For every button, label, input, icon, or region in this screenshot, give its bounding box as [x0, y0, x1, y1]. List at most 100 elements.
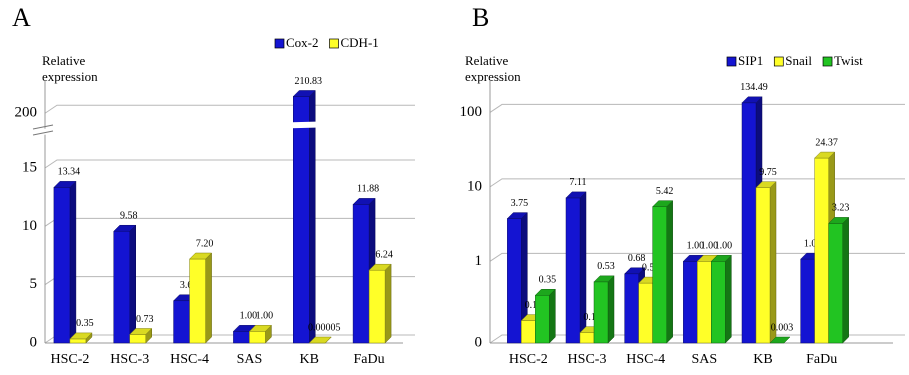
bar: [814, 157, 829, 344]
bar-side: [549, 288, 556, 344]
bar-side: [725, 254, 732, 344]
legend-label: CDH-1: [341, 35, 379, 50]
value-label: 13.34: [58, 167, 81, 178]
value-label: 24.37: [815, 137, 838, 148]
bar-top: [652, 200, 674, 207]
bar-side: [309, 89, 316, 344]
bar: [652, 206, 667, 344]
value-label: 0.68: [628, 253, 646, 264]
bar: [249, 331, 266, 344]
y-tick-label: 100: [460, 104, 483, 120]
bar-top: [741, 96, 763, 104]
x-tick-label: HSC-4: [626, 352, 665, 367]
value-label: 0.00005: [308, 322, 341, 333]
grid-line: [44, 159, 415, 169]
bar-top: [292, 90, 316, 97]
y-tick-label: 10: [22, 218, 37, 234]
legend-label: Snail: [785, 53, 812, 68]
bar-top: [368, 263, 392, 271]
x-tick-label: HSC-3: [568, 352, 607, 367]
bar: [113, 230, 130, 344]
x-tick-label: KB: [753, 352, 772, 367]
bar: [565, 197, 581, 344]
bar-top: [53, 181, 77, 188]
bar-top: [769, 336, 791, 344]
x-tick-label: FaDu: [806, 352, 837, 367]
value-label: 9.75: [759, 167, 777, 178]
y-tick-label: 0: [475, 334, 483, 350]
bar: [593, 281, 609, 344]
bar: [828, 223, 843, 344]
value-label: 9.58: [120, 211, 138, 222]
bar: [800, 258, 815, 344]
x-tick-label: HSC-2: [509, 352, 548, 367]
bar-top: [755, 181, 777, 188]
bar-side: [769, 181, 777, 344]
grid-line: [489, 178, 905, 188]
bar-side: [842, 216, 849, 344]
grid-line: [44, 104, 415, 114]
value-label: 0.35: [539, 275, 557, 286]
y-tick-label: 200: [15, 105, 38, 121]
y-axis-label: expression: [42, 69, 98, 84]
legend-label: Twist: [834, 53, 863, 68]
bar: [683, 261, 698, 344]
bar: [697, 261, 712, 344]
bar-top: [308, 336, 332, 344]
bar-side: [666, 200, 673, 344]
bar-top: [129, 328, 153, 335]
value-label: 210.83: [295, 76, 323, 87]
y-tick-label: 10: [467, 178, 482, 194]
bar: [624, 273, 639, 344]
value-label: 134.49: [740, 82, 768, 93]
value-label: 1.07: [804, 238, 822, 249]
axis-break-mark: [32, 130, 54, 136]
bar-side: [607, 275, 615, 344]
value-label: 0.51: [642, 262, 660, 273]
bar-side: [129, 224, 136, 344]
grid-line: [489, 103, 905, 113]
value-label: 6.24: [375, 249, 393, 260]
y-axis-label: expression: [465, 69, 521, 84]
bar: [352, 204, 370, 344]
bar-side: [69, 180, 77, 344]
legend-swatch: [329, 38, 339, 49]
legend-swatch: [822, 56, 833, 67]
x-tick-label: KB: [300, 352, 319, 367]
bar-top: [506, 212, 528, 219]
x-tick-label: HSC-4: [170, 352, 209, 367]
value-label: 3.75: [511, 198, 529, 209]
legend-swatch: [773, 56, 784, 67]
legend-label: Cox-2: [286, 35, 319, 50]
x-tick-label: FaDu: [354, 352, 385, 367]
y-tick-label: 5: [30, 276, 38, 292]
bar: [293, 96, 310, 344]
bar: [507, 218, 522, 344]
bar: [69, 338, 87, 344]
bar: [711, 261, 726, 344]
bar: [638, 282, 653, 344]
value-label: 11.88: [357, 184, 379, 195]
bar: [189, 258, 206, 344]
bar: [521, 320, 536, 344]
x-tick-label: SAS: [691, 352, 717, 367]
bar-side: [384, 263, 392, 344]
bar: [129, 334, 146, 344]
value-label: 0.53: [597, 261, 615, 272]
bar-top: [248, 325, 273, 332]
bar-side: [205, 252, 212, 344]
value-label: 1.00: [256, 311, 274, 322]
value-label: 7.11: [569, 177, 586, 188]
bar-top: [352, 198, 376, 205]
panel-label: B: [472, 3, 489, 32]
legend-swatch: [274, 38, 285, 49]
bar: [368, 269, 386, 344]
bar: [741, 102, 757, 344]
y-tick-label: 1: [475, 253, 483, 269]
x-tick-label: HSC-2: [50, 352, 89, 367]
value-label: 5.42: [656, 186, 674, 197]
bar-top: [534, 289, 556, 296]
value-label: 0.16: [525, 300, 543, 311]
bar: [233, 331, 250, 344]
bar: [53, 187, 71, 344]
